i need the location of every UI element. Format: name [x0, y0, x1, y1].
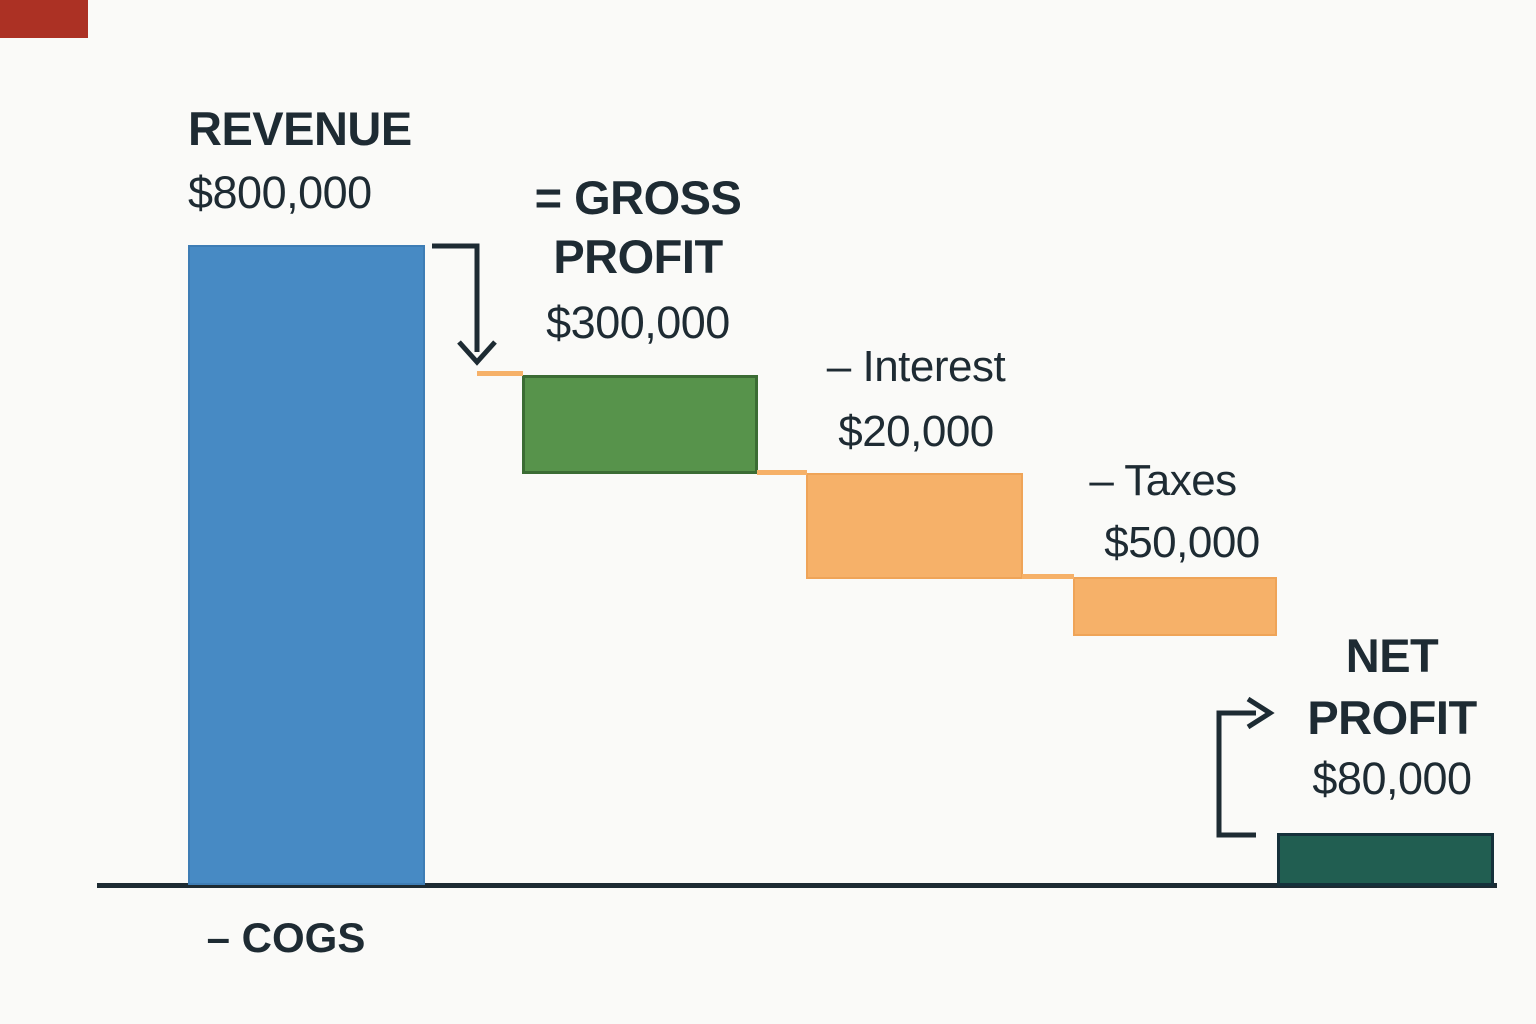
connector-interest — [757, 470, 807, 475]
gross-profit-value: $300,000 — [546, 297, 730, 348]
revenue-bar — [188, 245, 425, 885]
interest-value: $20,000 — [838, 407, 994, 456]
revenue-label: REVENUE — [188, 102, 412, 155]
gross-profit-bar — [522, 375, 758, 474]
gross-profit-label-line1: = GROSS — [534, 171, 742, 224]
gross-profit-label-line2: PROFIT — [553, 230, 723, 283]
net-profit-label-line2: PROFIT — [1307, 691, 1477, 744]
taxes-bar — [1073, 577, 1277, 636]
cogs-label: – COGS — [206, 914, 366, 961]
baseline-axis — [97, 883, 1497, 888]
net-profit-value: $80,000 — [1312, 753, 1472, 804]
connector-gross — [477, 371, 523, 376]
connector-taxes — [1022, 574, 1074, 579]
corner-marker — [0, 0, 88, 38]
interest-label: – Interest — [826, 342, 1006, 391]
taxes-label: – Taxes — [1089, 456, 1237, 505]
net-profit-label-line1: NET — [1345, 629, 1439, 682]
arrow-down-icon — [432, 243, 480, 352]
arrow-down-head-icon — [457, 340, 497, 366]
arrow-elbow-icon — [1216, 710, 1256, 838]
arrow-right-head-icon — [1246, 696, 1275, 730]
taxes-value: $50,000 — [1104, 518, 1260, 567]
revenue-value: $800,000 — [188, 167, 372, 218]
interest-bar — [806, 473, 1023, 579]
net-profit-bar — [1277, 833, 1494, 886]
